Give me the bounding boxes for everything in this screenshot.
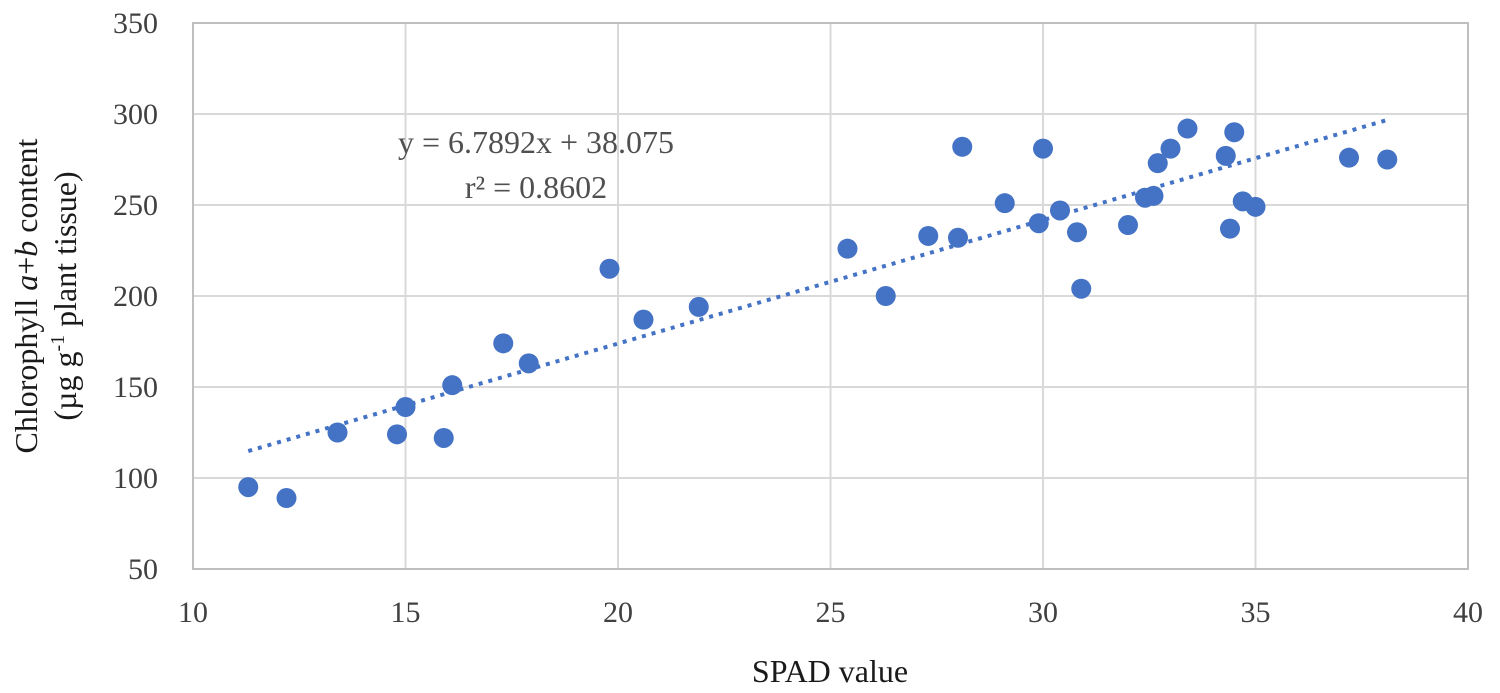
data-point — [1160, 138, 1181, 159]
data-point — [1339, 147, 1359, 168]
data-point — [952, 136, 973, 157]
plot-frame — [192, 22, 1469, 570]
y-tick-label: 350 — [113, 7, 158, 40]
data-point — [1177, 118, 1198, 139]
data-point — [918, 225, 939, 246]
y-tick-label: 300 — [113, 98, 158, 131]
x-tick-label: 10 — [178, 596, 208, 629]
data-point — [1071, 278, 1092, 299]
data-point — [442, 375, 463, 396]
data-point — [327, 422, 348, 443]
y-tick-label: 50 — [128, 553, 158, 586]
y-axis-title-line2: (µg g-1 plant tissue) — [47, 171, 83, 420]
r-squared-label: r² = 0.8602 — [465, 169, 607, 205]
data-point — [948, 227, 968, 248]
y-axis-title-b: b — [8, 241, 44, 257]
y-axis-title-suffix: content — [8, 138, 44, 240]
data-point — [1147, 153, 1168, 174]
y-axis-title-a: a — [8, 275, 44, 291]
x-tick-label: 25 — [816, 596, 846, 629]
data-point — [238, 477, 259, 498]
data-point — [1224, 122, 1245, 143]
x-tick-labels: 10 15 20 25 30 35 40 — [178, 596, 1483, 629]
y-axis-unit-sup: -1 — [47, 335, 69, 352]
data-point — [688, 296, 709, 317]
data-point — [1067, 222, 1087, 243]
data-point — [1033, 138, 1053, 159]
data-point — [493, 333, 514, 354]
y-tick-label: 150 — [113, 371, 158, 404]
data-point — [994, 193, 1015, 214]
y-axis-title-plus: + — [8, 257, 44, 275]
data-point — [1028, 213, 1049, 234]
trendline — [247, 118, 1388, 453]
data-point — [1118, 215, 1138, 236]
y-tick-label: 200 — [113, 280, 158, 313]
y-axis-title: Chlorophyll a+b content (µg g-1 plant ti… — [8, 138, 83, 453]
points-layer — [238, 118, 1398, 509]
data-point — [1220, 218, 1240, 239]
x-tick-label: 30 — [1028, 596, 1058, 629]
x-tick-label: 35 — [1241, 596, 1271, 629]
x-tick-label: 20 — [603, 596, 633, 629]
data-point — [1245, 196, 1266, 217]
data-point — [433, 427, 454, 448]
data-point — [518, 353, 539, 374]
trend-layer — [247, 118, 1388, 453]
data-point — [1215, 145, 1236, 166]
x-axis-title: SPAD value — [752, 653, 908, 689]
y-tick-label: 250 — [113, 189, 158, 222]
x-tick-label: 40 — [1453, 596, 1483, 629]
data-point — [599, 258, 620, 279]
data-point — [1377, 149, 1398, 170]
y-tick-labels: 50 100 150 200 250 300 350 — [113, 7, 158, 586]
grid-layer — [192, 22, 1469, 570]
trendline-equation: y = 6.7892x + 38.075 — [398, 124, 674, 160]
y-axis-unit-suffix: plant tissue) — [47, 171, 83, 335]
y-tick-label: 100 — [113, 462, 158, 495]
data-point — [1050, 200, 1070, 221]
data-point — [395, 397, 416, 418]
y-axis-title-line1: Chlorophyll a+b content — [8, 138, 44, 453]
data-point — [837, 238, 858, 259]
y-axis-unit-prefix: (µg g — [47, 352, 83, 421]
data-point — [387, 424, 407, 445]
data-point — [1143, 185, 1164, 206]
x-tick-label: 15 — [391, 596, 421, 629]
data-point — [633, 309, 654, 330]
data-point — [276, 488, 297, 509]
data-point — [875, 286, 896, 306]
y-axis-title-prefix: Chlorophyll — [8, 291, 44, 454]
